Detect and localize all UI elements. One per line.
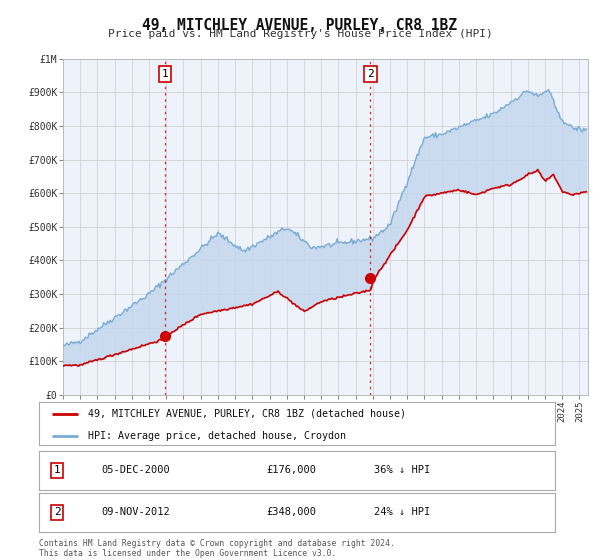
- Text: 24% ↓ HPI: 24% ↓ HPI: [374, 507, 431, 517]
- Text: £176,000: £176,000: [266, 465, 316, 475]
- Text: HPI: Average price, detached house, Croydon: HPI: Average price, detached house, Croy…: [88, 431, 346, 441]
- Text: 49, MITCHLEY AVENUE, PURLEY, CR8 1BZ (detached house): 49, MITCHLEY AVENUE, PURLEY, CR8 1BZ (de…: [88, 409, 406, 419]
- Text: 36% ↓ HPI: 36% ↓ HPI: [374, 465, 431, 475]
- Text: 1: 1: [53, 465, 61, 475]
- Text: Price paid vs. HM Land Registry's House Price Index (HPI): Price paid vs. HM Land Registry's House …: [107, 29, 493, 39]
- Text: 2: 2: [367, 69, 374, 79]
- Text: 09-NOV-2012: 09-NOV-2012: [101, 507, 170, 517]
- Text: 49, MITCHLEY AVENUE, PURLEY, CR8 1BZ: 49, MITCHLEY AVENUE, PURLEY, CR8 1BZ: [143, 18, 458, 33]
- Text: Contains HM Land Registry data © Crown copyright and database right 2024.
This d: Contains HM Land Registry data © Crown c…: [39, 539, 395, 558]
- Text: 2: 2: [53, 507, 61, 517]
- Text: £348,000: £348,000: [266, 507, 316, 517]
- Text: 1: 1: [161, 69, 168, 79]
- Text: 05-DEC-2000: 05-DEC-2000: [101, 465, 170, 475]
